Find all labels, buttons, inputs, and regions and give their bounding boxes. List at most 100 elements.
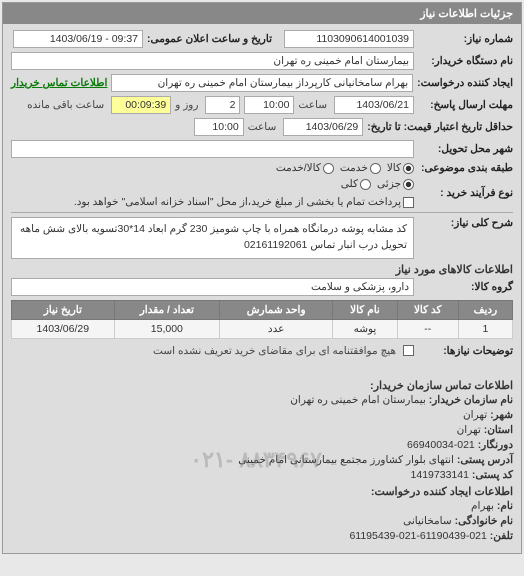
- cell-date: 1403/06/29: [12, 319, 115, 338]
- delivery-city-label: شهر محل تحویل:: [418, 143, 513, 155]
- sharh-text: کد مشابه پوشه درمانگاه همراه با چاپ شومی…: [11, 217, 414, 259]
- row-buyer-org: نام دستگاه خریدار: بیمارستان امام خمینی …: [11, 52, 513, 70]
- post-val: انتهای بلوار کشاورز مجتمع بیمارستانی اما…: [238, 454, 454, 466]
- org-name-val: بیمارستان امام خمینی ره تهران: [290, 394, 426, 406]
- col-qty: تعداد / مقدار: [114, 300, 219, 319]
- col-date: تاریخ نیاز: [12, 300, 115, 319]
- row-valid: حداقل تاریخ اعتبار قیمت: تا تاریخ: 1403/…: [11, 118, 513, 136]
- fax-line: دورنگار: 021-66940034: [11, 439, 513, 451]
- name-label: نام:: [497, 500, 513, 512]
- remain-time-field: 00:09:39: [111, 96, 171, 114]
- name-line: نام: بهرام: [11, 500, 513, 512]
- announce-field: 09:37 - 1403/06/19: [13, 30, 143, 48]
- table-header-row: ردیف کد کالا نام کالا واحد شمارش تعداد /…: [12, 300, 513, 319]
- city-label: شهر:: [490, 409, 513, 421]
- radio-koli-label: کلی: [341, 178, 358, 190]
- fax-val: 021-66940034: [407, 439, 475, 451]
- request-no-label: شماره نیاز:: [418, 33, 513, 45]
- post-line: آدرس پستی: انتهای بلوار کشاورز مجتمع بیم…: [11, 454, 513, 466]
- grouping-label: طبقه بندی موضوعی:: [418, 162, 513, 174]
- postcode-label: کد پستی:: [472, 469, 513, 481]
- row-sharh: شرح کلی نیاز: کد مشابه پوشه درمانگاه همر…: [11, 217, 513, 259]
- cell-name: پوشه: [333, 319, 398, 338]
- radio-dot-icon: [403, 163, 414, 174]
- buyer-org-label: نام دستگاه خریدار:: [418, 55, 513, 67]
- province-label: استان:: [484, 424, 513, 436]
- goods-header: اطلاعات کالاهای مورد نیاز: [11, 263, 513, 276]
- delivery-city-field: [11, 140, 414, 158]
- checkbox-icon[interactable]: [403, 345, 414, 356]
- postcode-line: کد پستی: 1419733141: [11, 469, 513, 481]
- org-info-section: ۸۸۳۴۹۶۷۰ -۰۲۱ اطلاعات تماس سازمان خریدار…: [3, 367, 521, 553]
- org-name-line: نام سازمان خریدار: بیمارستان امام خمینی …: [11, 394, 513, 406]
- row-delivery-city: شهر محل تحویل:: [11, 140, 513, 158]
- radio-khadamat[interactable]: خدمت: [340, 162, 381, 174]
- send-time-field: 10:00: [244, 96, 294, 114]
- panel-body: شماره نیاز: 1103090614001039 تاریخ و ساع…: [3, 24, 521, 367]
- creator-label: ایجاد کننده درخواست:: [417, 77, 513, 89]
- radio-kalakhadmat-label: کالا/خدمت: [276, 162, 321, 174]
- name-val: بهرام: [471, 500, 494, 512]
- group-label: گروه کالا:: [418, 281, 513, 293]
- col-unit: واحد شمارش: [220, 300, 333, 319]
- panel-title: جزئیات اطلاعات نیاز: [3, 3, 521, 24]
- radio-dot-icon: [360, 179, 371, 190]
- day-label: روز و: [175, 99, 198, 111]
- radio-dot-icon: [323, 163, 334, 174]
- checkbox-icon[interactable]: [403, 197, 414, 208]
- valid-time-field: 10:00: [194, 118, 244, 136]
- cell-unit: عدد: [220, 319, 333, 338]
- radio-dot-icon: [370, 163, 381, 174]
- buy-note-item: پرداخت تمام یا بخشی از مبلغ خرید،از محل …: [74, 196, 414, 208]
- hour-label-1: ساعت: [298, 99, 327, 111]
- buyer-org-field: بیمارستان امام خمینی ره تهران: [11, 52, 414, 70]
- buy-note-text: پرداخت تمام یا بخشی از مبلغ خرید،از محل …: [74, 196, 401, 208]
- province-val: تهران: [457, 424, 481, 436]
- creator-info-header: اطلاعات ایجاد کننده درخواست:: [11, 485, 513, 498]
- row-requester-notes: توضیحات نیازها: هیچ موافقتنامه ای برای م…: [11, 345, 513, 357]
- sharh-label: شرح کلی نیاز:: [418, 217, 513, 229]
- radio-khadamat-label: خدمت: [340, 162, 368, 174]
- radio-kala-label: کالا: [387, 162, 401, 174]
- valid-label: حداقل تاریخ اعتبار قیمت: تا تاریخ:: [367, 121, 513, 133]
- col-row: ردیف: [458, 300, 512, 319]
- buy-type-label: نوع فرآیند خرید :: [418, 187, 513, 199]
- fax-label: دورنگار:: [478, 439, 513, 451]
- row-creator: ایجاد کننده درخواست: بهرام سامخانیانی کا…: [11, 74, 513, 92]
- hour-label-2: ساعت: [248, 121, 277, 133]
- row-send-deadline: مهلت ارسال پاسخ: 1403/06/21 ساعت 10:00 2…: [11, 96, 513, 114]
- radio-jozi[interactable]: جزئی: [377, 178, 414, 190]
- family-line: نام خانوادگی: سامخانیانی: [11, 515, 513, 527]
- city-val: تهران: [463, 409, 487, 421]
- table-row[interactable]: 1 -- پوشه عدد 15,000 1403/06/29: [12, 319, 513, 338]
- org-name-label: نام سازمان خریدار:: [429, 394, 513, 406]
- row-buy-type: نوع فرآیند خرید : جزئی کلی پرداخت تمام ی…: [11, 178, 513, 208]
- request-no-field: 1103090614001039: [284, 30, 414, 48]
- postcode-val: 1419733141: [411, 469, 469, 481]
- col-name: نام کالا: [333, 300, 398, 319]
- radio-koli[interactable]: کلی: [341, 178, 371, 190]
- radio-kalakhadmat[interactable]: کالا/خدمت: [276, 162, 334, 174]
- tel-label: تلفن:: [490, 530, 513, 542]
- main-panel: جزئیات اطلاعات نیاز شماره نیاز: 11030906…: [2, 2, 522, 554]
- goods-table: ردیف کد کالا نام کالا واحد شمارش تعداد /…: [11, 300, 513, 339]
- city-line: شهر: تهران: [11, 409, 513, 421]
- contact-link[interactable]: اطلاعات تماس خریدار: [11, 77, 107, 89]
- cell-code: --: [397, 319, 458, 338]
- row-group: گروه کالا: دارو، پزشکی و سلامت: [11, 278, 513, 296]
- agreement-note: هیچ موافقتنامه ای برای مقاضای خرید تعریف…: [153, 345, 396, 357]
- org-info-header: اطلاعات تماس سازمان خریدار:: [11, 379, 513, 392]
- cell-qty: 15,000: [114, 319, 219, 338]
- family-label: نام خانوادگی:: [455, 515, 513, 527]
- send-deadline-label: مهلت ارسال پاسخ:: [418, 99, 513, 111]
- row-grouping: طبقه بندی موضوعی: کالا خدمت کالا/خدمت: [11, 162, 513, 174]
- valid-date-field: 1403/06/29: [283, 118, 363, 136]
- tel-val: 021-61190439-021-61195439: [349, 530, 486, 542]
- radio-dot-icon: [403, 179, 414, 190]
- send-date-field: 1403/06/21: [334, 96, 414, 114]
- province-line: استان: تهران: [11, 424, 513, 436]
- radio-jozi-label: جزئی: [377, 178, 401, 190]
- radio-kala[interactable]: کالا: [387, 162, 414, 174]
- tel-line: تلفن: 021-61190439-021-61195439: [11, 530, 513, 542]
- group-field: دارو، پزشکی و سلامت: [11, 278, 414, 296]
